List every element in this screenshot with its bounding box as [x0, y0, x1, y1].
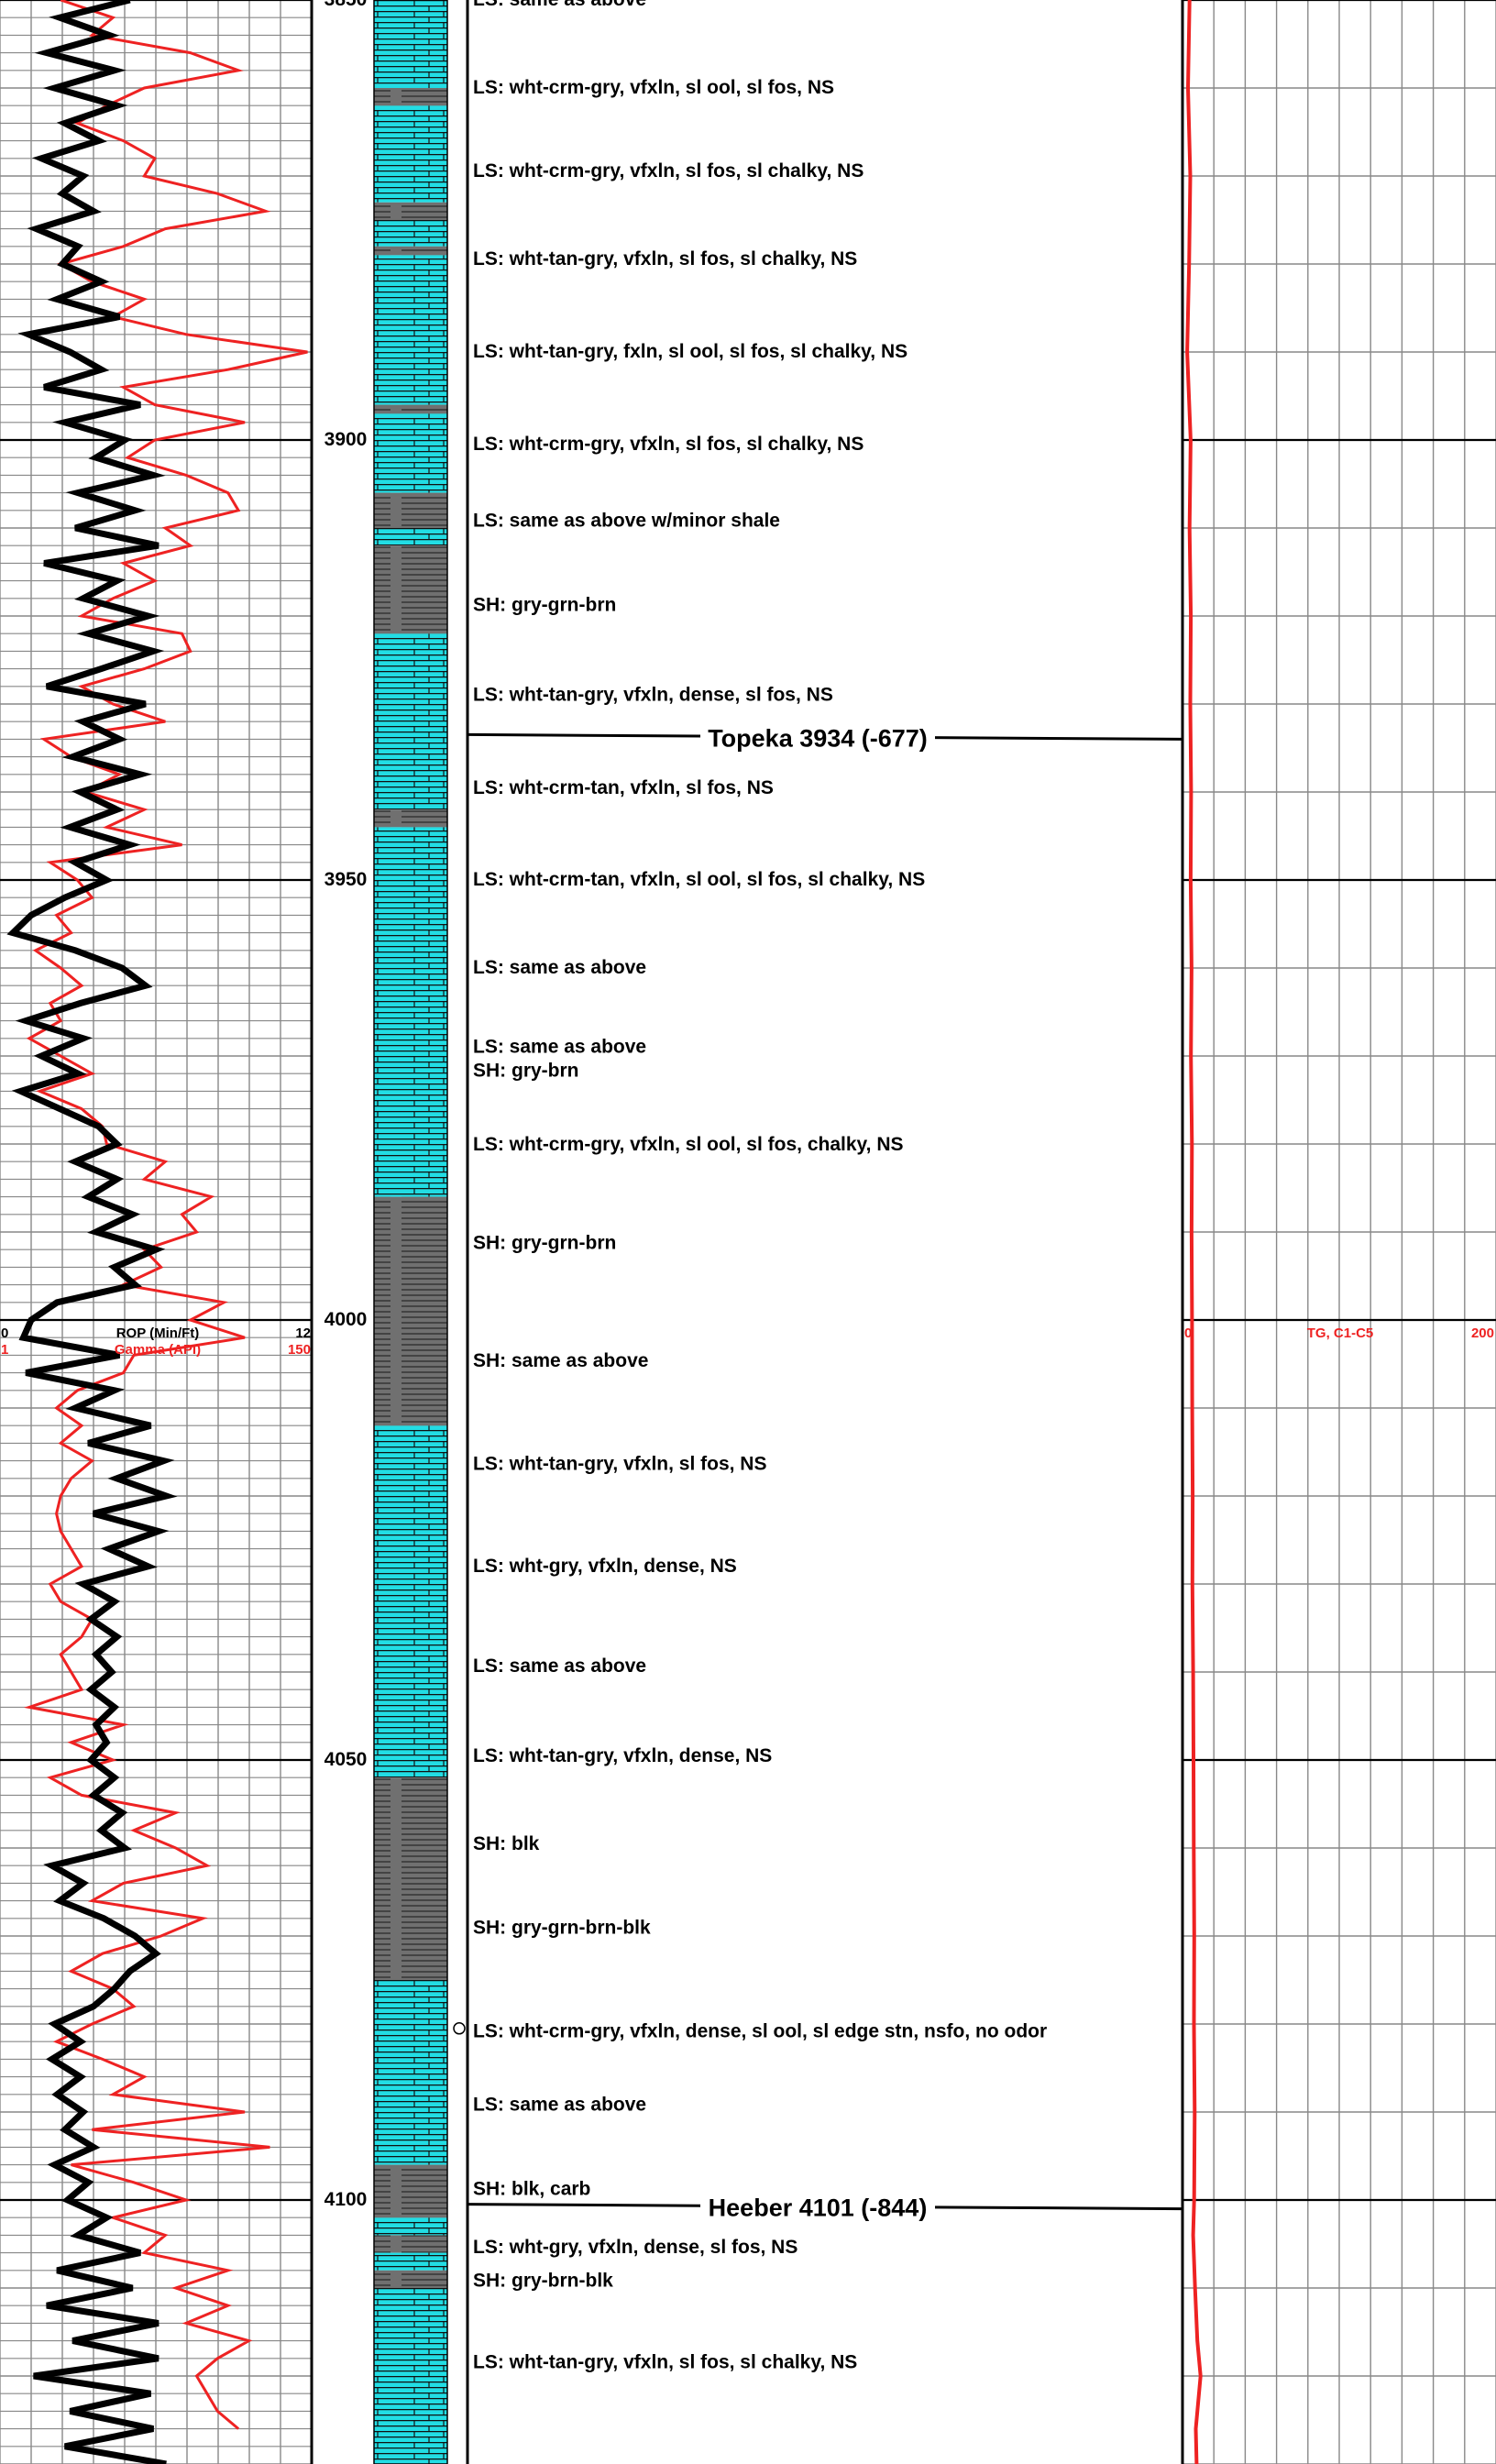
description-text: SH: gry-grn-brn-blk: [473, 1917, 651, 1938]
lithology-limestone: [374, 827, 447, 1197]
depth-labels: 3850 3900 3950 4000 4050 4100: [324, 0, 466, 2210]
rop-gamma-scale-header: 0 ROP (Min/Ft) 12 1 Gamma (API) 150: [1, 1326, 311, 1358]
description-text: LS: wht-tan-gry, vfxln, dense, NS: [473, 1745, 772, 1766]
lithology-limestone: [374, 2288, 447, 2464]
description-text: LS: wht-crm-gry, vfxln, sl fos, sl chalk…: [473, 434, 864, 455]
lithology-limestone: [374, 2217, 447, 2236]
lithology-shale: [374, 2270, 447, 2288]
description-text: LS: wht-tan-gry, vfxln, dense, sl fos, N…: [473, 684, 833, 705]
description-text: SH: gry-brn: [473, 1060, 579, 1081]
formation-tops: Topeka 3934 (-677) Heeber 4101 (-844): [467, 720, 1183, 2224]
description-text: LS: wht-crm-tan, vfxln, sl fos, NS: [473, 777, 774, 798]
lithology-limestone: [374, 1425, 447, 1778]
formation-top-label: Heeber 4101 (-844): [709, 2194, 928, 2222]
description-text: LS: same as above: [473, 1036, 646, 1057]
lithology-shale: [374, 1196, 447, 1426]
rop-axis-label: ROP (Min/Ft): [116, 1326, 200, 1341]
description-text: SH: blk: [473, 1833, 540, 1854]
rop-scale-max: 12: [295, 1326, 311, 1341]
gamma-scale-max: 150: [288, 1342, 311, 1358]
description-text: LS: wht-tan-gry, vfxln, sl fos, NS: [473, 1453, 766, 1474]
lithology-descriptions: LS: same as above LS: wht-crm-gry, vfxln,…: [473, 0, 1047, 2373]
rop-gamma-grid: [0, 0, 314, 2464]
lithology-limestone: [374, 633, 447, 810]
description-text: LS: wht-tan-gry, vfxln, sl fos, sl chalk…: [473, 2352, 857, 2373]
gas-axis-label: TG, C1-C5: [1307, 1326, 1374, 1341]
description-text: LS: wht-gry, vfxln, dense, NS: [473, 1556, 737, 1577]
description-text: LS: wht-crm-gry, vfxln, dense, sl ool, s…: [473, 2021, 1047, 2042]
rop-curve: [6, 0, 178, 2464]
description-text: SH: gry-grn-brn: [473, 1232, 616, 1253]
description-text: LS: wht-crm-tan, vfxln, sl ool, sl fos, …: [473, 869, 925, 890]
depth-label: 3950: [324, 869, 368, 890]
lithology-limestone: [374, 0, 447, 88]
description-text: LS: same as above: [473, 2094, 646, 2115]
description-text: LS: wht-crm-gry, vfxln, sl fos, sl chalk…: [473, 160, 864, 182]
gamma-scale-min: 1: [1, 1342, 8, 1358]
description-text: SH: gry-brn-blk: [473, 2270, 613, 2291]
description-text: SH: blk, carb: [473, 2178, 590, 2199]
gas-scale-max: 200: [1471, 1326, 1494, 1341]
depth-label: 4050: [324, 1749, 368, 1770]
description-text: LS: wht-crm-gry, vfxln, sl ool, sl fos, …: [473, 1134, 904, 1155]
lithology-shale: [374, 2164, 447, 2218]
description-text: SH: same as above: [473, 1350, 648, 1371]
gas-scale-header: 0 TG, C1-C5 200: [1184, 1326, 1494, 1341]
lithology-shale: [374, 246, 447, 256]
description-text: LS: wht-tan-gry, fxln, sl ool, sl fos, s…: [473, 341, 908, 362]
lithology-shale: [374, 1777, 447, 1980]
lithology-column: [373, 0, 448, 2464]
depth-label: 4100: [324, 2189, 368, 2210]
lithology-limestone: [374, 413, 447, 493]
log-curves: [6, 0, 1203, 2464]
lithology-shale: [374, 202, 447, 220]
formation-top-label-bg: [700, 720, 935, 754]
lithology-shale: [374, 809, 447, 828]
rop-scale-min: 0: [1, 1326, 8, 1341]
gas-scale-min: 0: [1184, 1326, 1192, 1341]
lithology-limestone: [374, 105, 447, 203]
gas-curve: [1185, 0, 1203, 2464]
lithology-limestone: [374, 528, 447, 546]
description-text: LS: same as above: [473, 957, 646, 978]
lithology-limestone: [374, 1980, 447, 2165]
description-text: SH: gry-grn-brn: [473, 594, 616, 615]
lithology-shale: [374, 2235, 447, 2253]
description-text: LS: same as above w/minor shale: [473, 510, 780, 531]
gas-grid: [466, 0, 1496, 2464]
lithology-shale: [374, 545, 447, 634]
formation-top-label-bg: [700, 2190, 935, 2224]
depth-label: 4000: [324, 1309, 368, 1330]
gamma-axis-label: Gamma (API): [115, 1342, 201, 1358]
lithology-limestone: [374, 220, 447, 247]
description-text: LS: wht-crm-gry, vfxln, sl ool, sl fos, …: [473, 77, 834, 98]
show-marker: [453, 2022, 466, 2035]
lithology-shale: [374, 88, 447, 106]
lithology-border: [373, 0, 448, 2464]
formation-top-label: Topeka 3934 (-677): [708, 724, 928, 752]
gamma-curve: [23, 0, 308, 2430]
lithology-shale: [374, 404, 447, 414]
lithology-limestone: [374, 255, 447, 405]
depth-label: 3900: [324, 429, 368, 450]
depth-label: 3850: [324, 0, 368, 10]
description-text: LS: wht-gry, vfxln, dense, sl fos, NS: [473, 2237, 798, 2258]
description-text: LS: same as above: [473, 0, 646, 10]
lithology-limestone: [374, 2252, 447, 2271]
description-text: LS: same as above: [473, 1656, 646, 1677]
lithology-shale: [374, 492, 447, 528]
description-text: LS: wht-tan-gry, vfxln, sl fos, sl chalk…: [473, 248, 857, 270]
